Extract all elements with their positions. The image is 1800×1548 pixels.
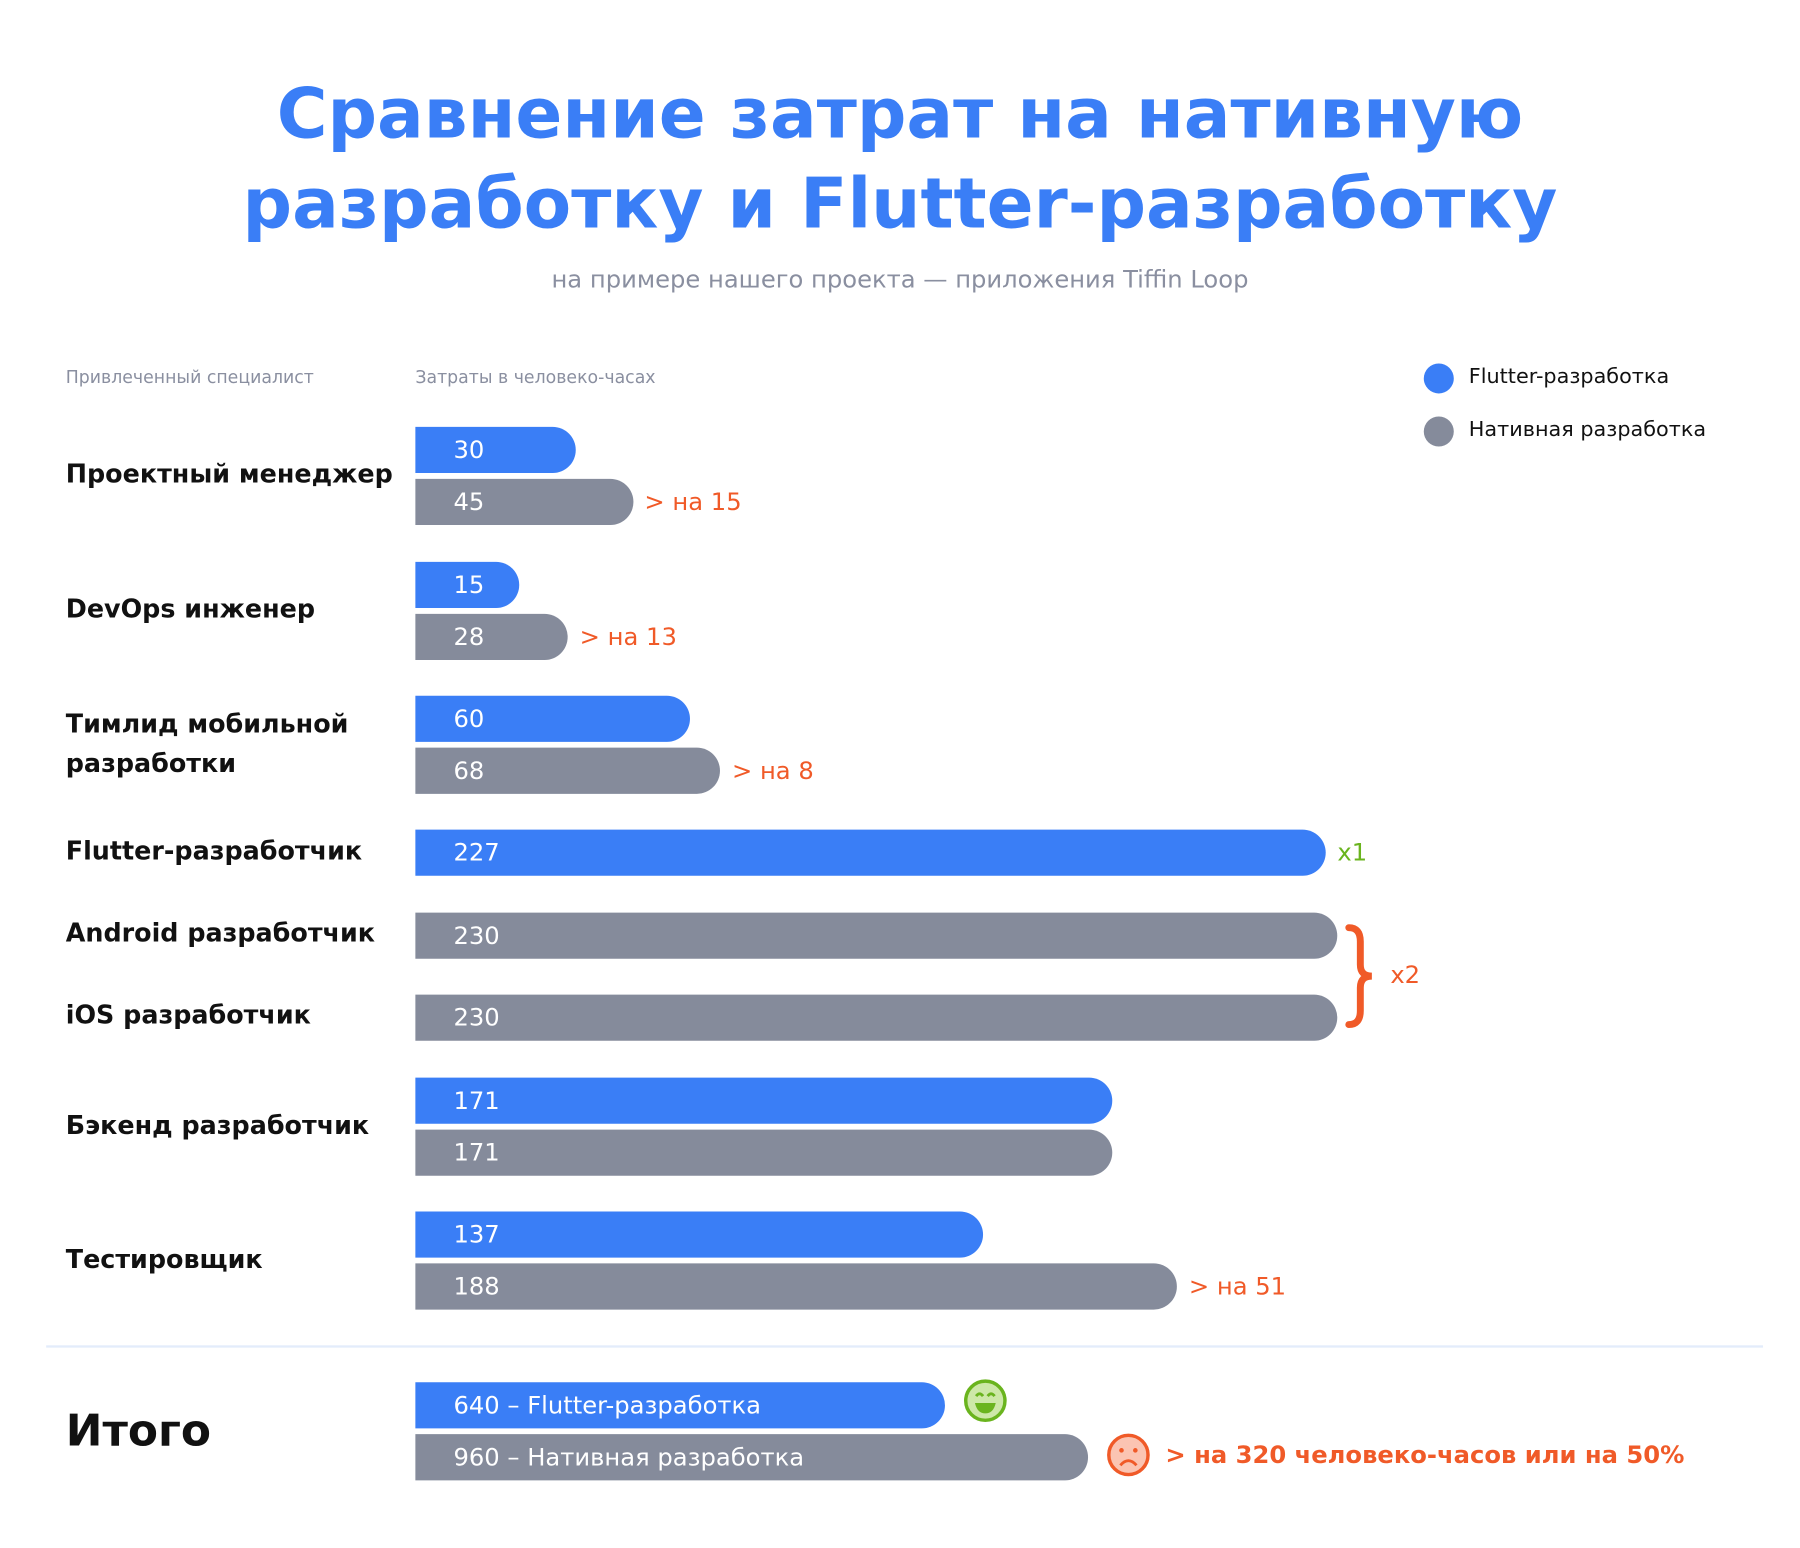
legend-native-label: Нативная разработка [1468, 417, 1707, 442]
flutter-bar: 15 [415, 561, 519, 609]
native-bar: 230 [415, 912, 1338, 959]
row-label: разработки [65, 749, 237, 779]
chart-title-line-1: Сравнение затрат на нативную [276, 73, 1524, 155]
total-label: Итого [65, 1405, 212, 1457]
sad-face-icon [1107, 1433, 1150, 1477]
multiplier-note: x2 [1390, 961, 1421, 989]
legend-flutter-label: Flutter-разработка [1468, 364, 1670, 389]
chart-subtitle: на примере нашего проекта — приложения T… [551, 265, 1249, 294]
flutter-bar: 227 [415, 829, 1326, 876]
row-label: Тестировщик [65, 1246, 263, 1275]
value-header: Затраты в человеко-часах [415, 366, 656, 388]
happy-face-icon [963, 1379, 1007, 1423]
native-bar: 188 [415, 1263, 1178, 1310]
native-bar: 171 [415, 1129, 1113, 1176]
total-native-bar: 960 – Нативная разработка [415, 1434, 1089, 1481]
row-label: Android разработчик [65, 919, 375, 949]
row-label: DevOps инженер [65, 595, 316, 625]
flutter-bar: 137 [415, 1211, 984, 1258]
row-label: Flutter-разработчик [65, 837, 363, 867]
category-header: Привлеченный специалист [65, 366, 314, 388]
legend-native-dot [1423, 416, 1454, 447]
flutter-bar: 171 [415, 1077, 1113, 1124]
row-label: iOS разработчик [65, 1001, 311, 1031]
native-bar: 28 [415, 613, 569, 660]
chart-title-line-2: разработку и Flutter-разработку [242, 163, 1558, 245]
native-bar: 230 [415, 994, 1338, 1041]
native-bar: 45 [415, 478, 633, 525]
legend-flutter-dot [1423, 363, 1454, 394]
native-bar: 68 [415, 747, 721, 794]
flutter-bar: 30 [415, 426, 576, 474]
diff-note: > на 13 [579, 623, 677, 651]
row-label: Бэкенд разработчик [65, 1112, 370, 1142]
multiplier-note: x1 [1337, 838, 1368, 867]
flutter-bar: 60 [415, 695, 690, 742]
divider [46, 1345, 1764, 1348]
brace-icon [1345, 924, 1373, 1029]
row-label: Проектный менеджер [65, 460, 393, 490]
diff-note: > на 51 [1188, 1272, 1287, 1301]
diff-note: > на 15 [644, 488, 742, 516]
total-diff-note: > на 320 человеко-часов или на 50% [1165, 1441, 1685, 1469]
row-label: Тимлид мобильной [65, 710, 349, 740]
total-flutter-bar: 640 – Flutter-разработка [415, 1382, 945, 1429]
diff-note: > на 8 [731, 756, 814, 785]
